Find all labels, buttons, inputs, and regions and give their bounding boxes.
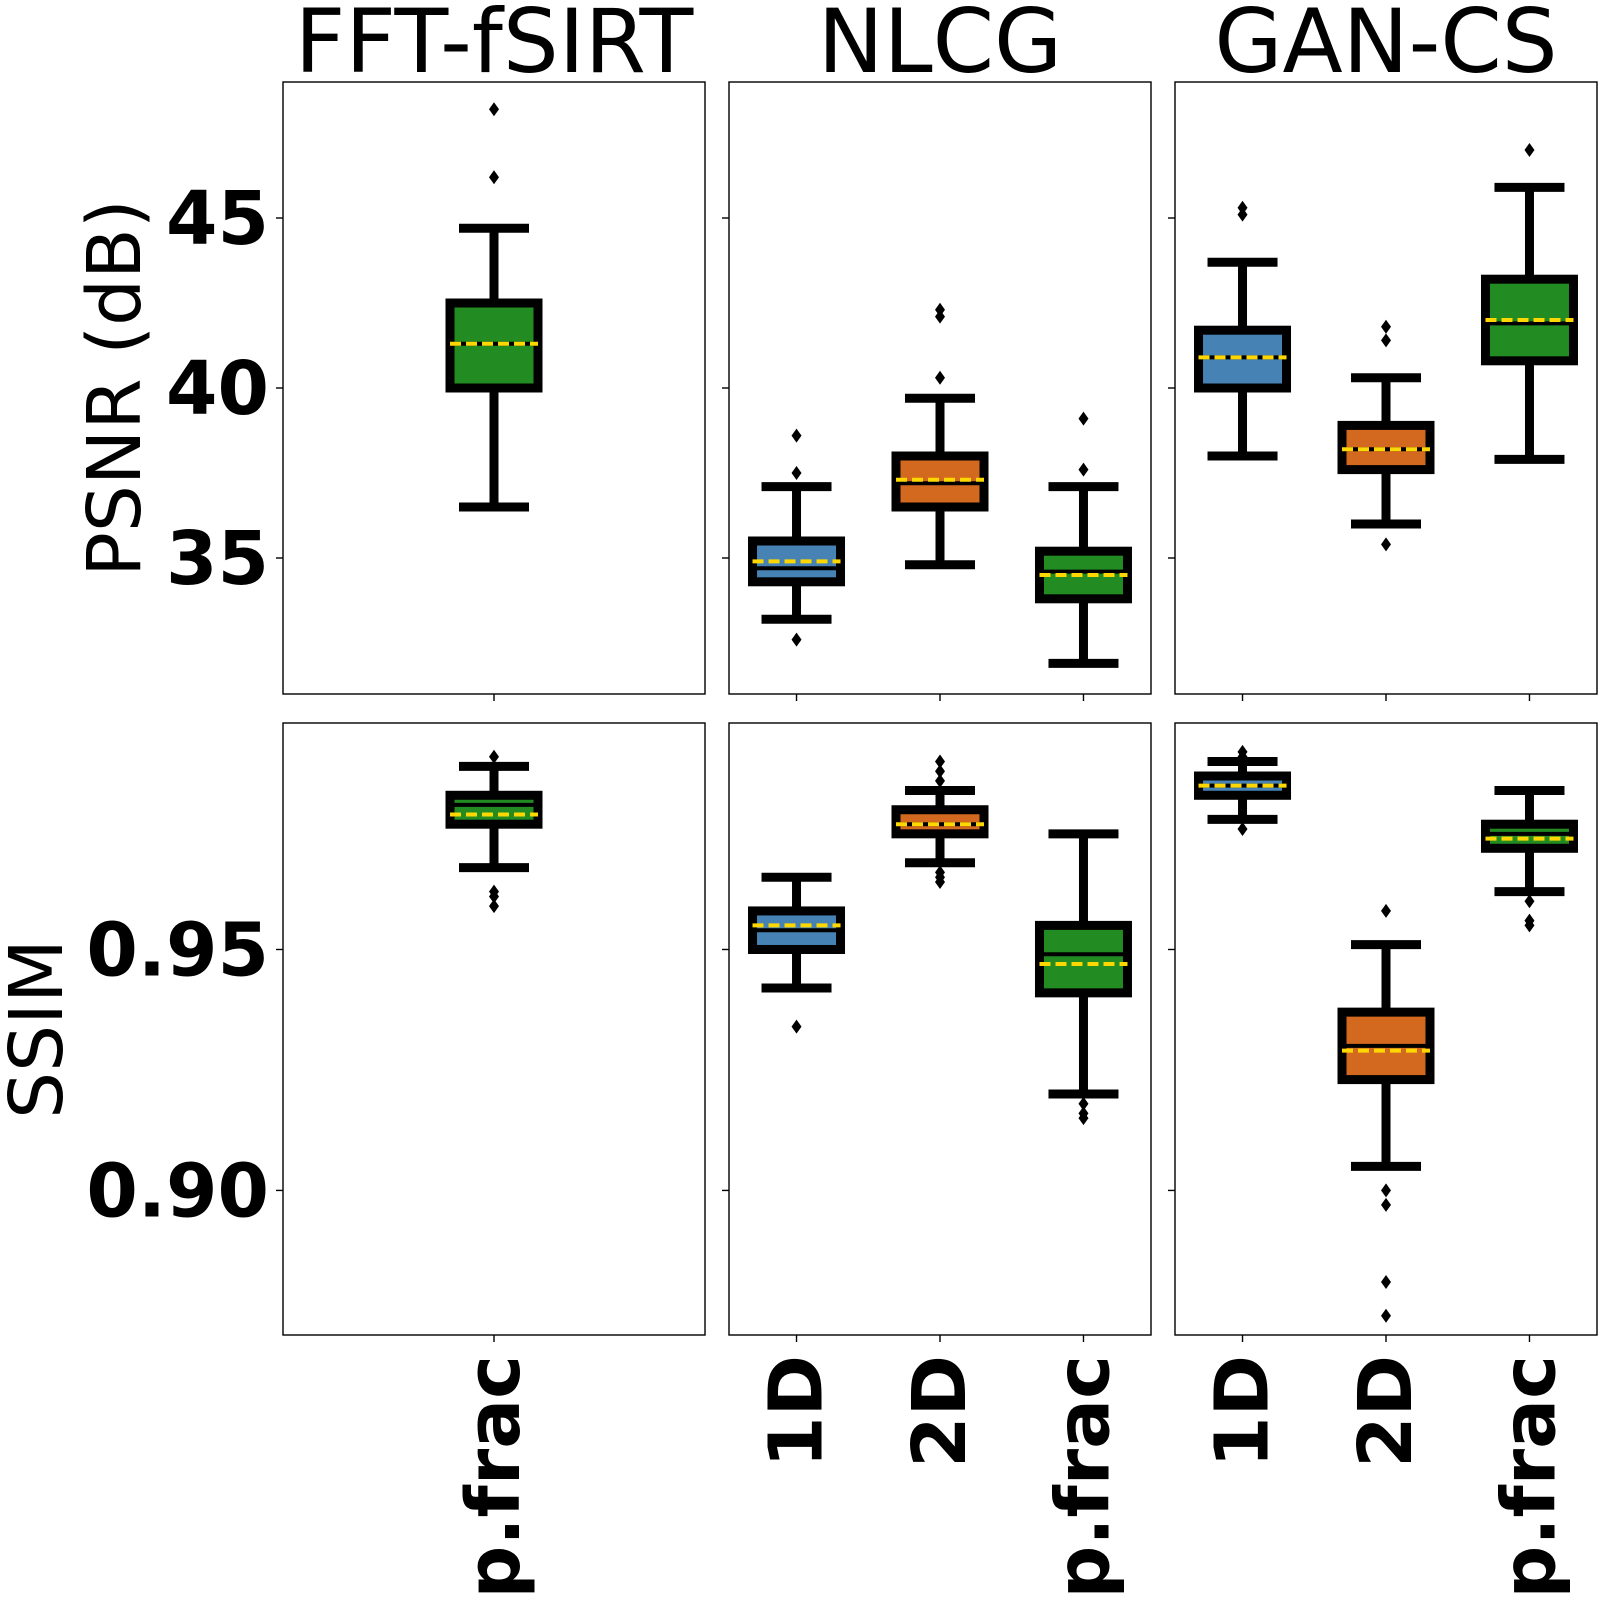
- box-1D-r1-c1: [748, 872, 846, 1034]
- outlier-point: [1381, 333, 1391, 348]
- outlier-point: [1078, 462, 1089, 477]
- panel-r1-c2: 1D 2D p.frac: [1168, 722, 1598, 1599]
- x-tick-label: 2D: [897, 1355, 983, 1468]
- outlier-point: [935, 754, 945, 769]
- box-p.frac-r1-c1: [1034, 829, 1132, 1126]
- box-body: [1034, 920, 1132, 998]
- box-2D-r0-c2: [1337, 319, 1435, 552]
- outlier-point: [1078, 411, 1089, 426]
- outlier-point: [935, 764, 945, 779]
- box-p.frac-r0-c2: [1480, 143, 1578, 464]
- box-p.frac-r1-c0: [445, 749, 543, 914]
- column-title-1: NLCG: [818, 0, 1063, 93]
- x-tick-label: p.frac: [1486, 1355, 1572, 1599]
- box-body: [1480, 819, 1578, 853]
- y-tick-label: 45: [166, 176, 269, 262]
- box-body: [445, 790, 543, 829]
- outlier-point: [1381, 1197, 1391, 1212]
- x-tick-label: p.frac: [451, 1355, 537, 1599]
- y-tick-label: 0.90: [86, 1148, 269, 1234]
- y-tick-label: 40: [166, 346, 269, 432]
- outlier-point: [1381, 903, 1391, 918]
- outlier-point: [489, 899, 499, 914]
- outlier-point: [935, 773, 945, 788]
- outlier-point: [1381, 1274, 1391, 1289]
- outlier-point: [791, 1019, 802, 1034]
- box-1D-r0-c2: [1194, 200, 1292, 461]
- outlier-point: [935, 865, 945, 880]
- panel-r0-c0: 35 40 45: [166, 81, 706, 701]
- outlier-point: [1237, 744, 1248, 759]
- box-p.frac-r1-c2: [1480, 785, 1578, 933]
- outlier-point: [935, 302, 945, 317]
- outlier-point: [1078, 1106, 1089, 1121]
- box-body: [891, 805, 989, 839]
- panel-r1-c0: 0.90 0.95 p.frac: [86, 722, 706, 1599]
- outlier-point: [1524, 143, 1535, 157]
- x-tick-label: p.frac: [1040, 1355, 1126, 1599]
- outlier-point: [489, 102, 499, 117]
- outlier-point: [1524, 894, 1535, 909]
- column-title-0: FFT-fSIRT: [295, 0, 695, 93]
- box-1D-r0-c1: [748, 428, 846, 647]
- outlier-point: [1524, 913, 1535, 928]
- y-axis-label-row-1: SSIM: [0, 939, 80, 1119]
- outlier-point: [791, 632, 802, 647]
- outlier-point: [489, 170, 499, 185]
- y-axis-label-row-0: PSNR (dB): [72, 199, 158, 576]
- outlier-point: [791, 466, 802, 480]
- box-2D-r1-c2: [1337, 903, 1435, 1323]
- box-p.frac-r0-c0: [445, 102, 543, 512]
- outlier-point: [1381, 537, 1391, 552]
- outlier-point: [935, 370, 945, 385]
- outlier-point: [1381, 1308, 1391, 1323]
- column-title-2: GAN-CS: [1214, 0, 1557, 93]
- outlier-point: [1381, 1183, 1391, 1198]
- outlier-point: [489, 749, 499, 764]
- y-tick-label: 0.95: [86, 907, 269, 993]
- x-tick-label: 1D: [754, 1355, 840, 1468]
- panel-r1-c1: 1D 2D p.frac: [722, 722, 1152, 1599]
- outlier-point: [1381, 319, 1391, 334]
- outlier-point: [489, 884, 499, 899]
- outlier-point: [1237, 200, 1248, 215]
- panel-r0-c2: [1168, 81, 1598, 701]
- outlier-point: [1237, 822, 1248, 837]
- outlier-point: [791, 428, 802, 443]
- outlier-point: [1078, 1096, 1089, 1111]
- box-2D-r0-c1: [891, 302, 989, 570]
- y-tick-label: 35: [166, 516, 269, 602]
- panel-r0-c1: [722, 81, 1152, 701]
- x-tick-label: 2D: [1343, 1355, 1429, 1468]
- box-p.frac-r0-c1: [1034, 411, 1132, 668]
- box-1D-r1-c2: [1194, 744, 1292, 837]
- x-tick-label: 1D: [1200, 1355, 1286, 1468]
- box-2D-r1-c1: [891, 754, 989, 890]
